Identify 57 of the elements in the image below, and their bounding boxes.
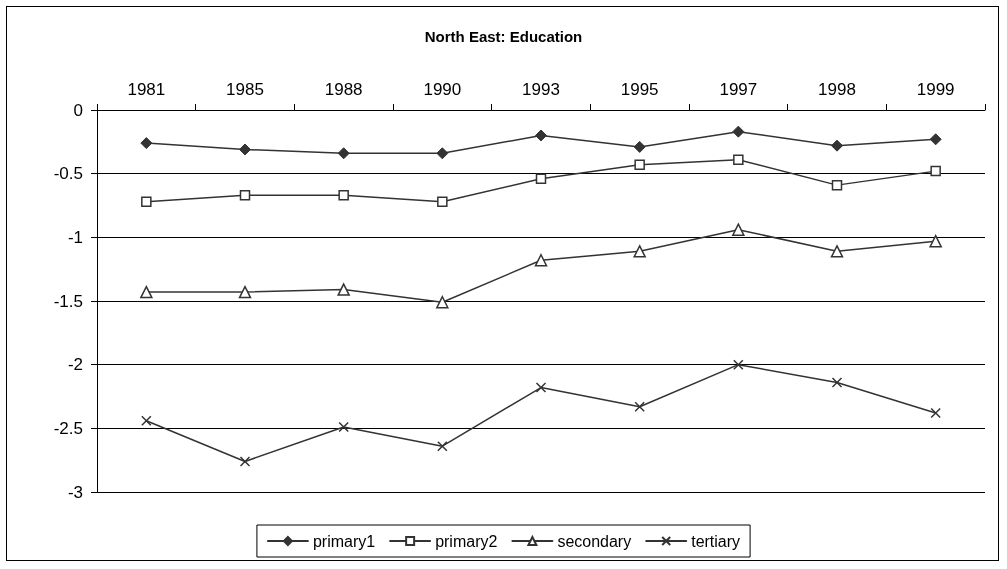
point bbox=[140, 137, 153, 150]
point bbox=[830, 245, 844, 258]
point bbox=[535, 173, 547, 185]
point bbox=[633, 245, 646, 258]
x-tick-label: 1999 bbox=[916, 80, 955, 99]
point bbox=[141, 415, 152, 426]
point bbox=[535, 382, 547, 393]
point bbox=[239, 143, 251, 156]
point bbox=[929, 234, 942, 248]
y-tick-label: 0 bbox=[73, 100, 83, 120]
point bbox=[633, 140, 646, 153]
x-tick-label: 1988 bbox=[324, 80, 363, 99]
point bbox=[437, 440, 448, 452]
legend-label: primary2 bbox=[435, 532, 498, 550]
chart-title: North East: Education bbox=[424, 28, 583, 45]
point bbox=[831, 139, 843, 152]
point bbox=[929, 133, 942, 146]
x-tick-label: 1990 bbox=[423, 80, 462, 99]
x-tick-label: 1997 bbox=[719, 80, 758, 99]
x-tick-label: 1995 bbox=[620, 80, 659, 99]
point bbox=[930, 407, 941, 419]
point bbox=[634, 401, 645, 412]
point bbox=[535, 129, 547, 142]
point bbox=[436, 296, 449, 309]
point bbox=[732, 125, 745, 138]
x-tick-label: 1985 bbox=[226, 80, 264, 99]
point bbox=[337, 283, 350, 296]
point bbox=[831, 179, 843, 191]
point bbox=[140, 285, 153, 299]
point bbox=[733, 359, 744, 370]
point bbox=[436, 147, 449, 160]
point bbox=[238, 285, 252, 299]
point bbox=[239, 456, 251, 467]
y-tick-label: -3 bbox=[67, 482, 83, 502]
point bbox=[141, 196, 152, 207]
legend-label: secondary bbox=[557, 532, 632, 550]
y-tick-label: -2.5 bbox=[53, 418, 83, 438]
y-tick-label: -0.5 bbox=[53, 164, 83, 184]
point bbox=[732, 223, 745, 236]
legend-label: primary1 bbox=[312, 532, 376, 550]
point bbox=[338, 421, 349, 433]
point bbox=[930, 165, 941, 177]
point bbox=[634, 159, 645, 170]
y-tick-label: -1.5 bbox=[53, 291, 83, 311]
point bbox=[338, 190, 349, 201]
point bbox=[534, 254, 548, 267]
point bbox=[337, 147, 350, 160]
legend-label: tertiary bbox=[691, 532, 741, 550]
y-tick-label: -2 bbox=[67, 355, 83, 375]
x-tick-label: 1998 bbox=[818, 80, 856, 99]
x-tick-label: 1981 bbox=[127, 80, 166, 99]
point bbox=[733, 154, 744, 165]
point bbox=[831, 377, 843, 388]
point bbox=[437, 196, 448, 207]
point bbox=[239, 190, 251, 201]
y-tick-label: -1 bbox=[67, 227, 83, 247]
x-tick-label: 1993 bbox=[522, 80, 560, 99]
